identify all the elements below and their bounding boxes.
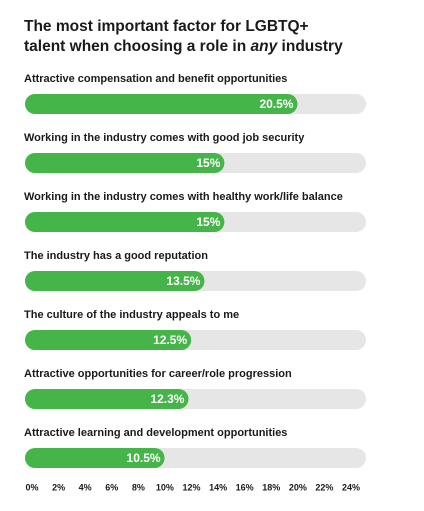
x-tick-label: 4% — [79, 482, 92, 492]
x-tick-label: 24% — [342, 482, 360, 492]
title-line: industry — [282, 38, 344, 55]
x-tick-label: 0% — [25, 482, 38, 492]
x-tick-label: 20% — [289, 482, 307, 492]
bar — [25, 389, 189, 409]
bar — [25, 271, 205, 291]
value-label: 15% — [196, 215, 220, 229]
chart-title: The most important factor for LGBTQ+ — [24, 18, 309, 35]
x-tick-label: 16% — [236, 482, 254, 492]
chart-title: talent when choosing a role in any indus… — [24, 38, 343, 55]
category-label: Attractive learning and development oppo… — [24, 427, 287, 439]
category-label: Attractive opportunities for career/role… — [24, 368, 292, 380]
value-label: 12.5% — [153, 333, 187, 347]
x-tick-label: 2% — [52, 482, 65, 492]
bar — [25, 330, 192, 350]
x-tick-label: 22% — [315, 482, 333, 492]
x-tick-label: 12% — [182, 482, 200, 492]
value-label: 20.5% — [259, 97, 293, 111]
bar — [25, 94, 298, 114]
category-label: The culture of the industry appeals to m… — [24, 309, 239, 321]
title-emphasis: any — [251, 38, 279, 55]
value-label: 13.5% — [166, 274, 200, 288]
x-tick-label: 14% — [209, 482, 227, 492]
value-label: 12.3% — [150, 392, 184, 406]
x-tick-label: 10% — [156, 482, 174, 492]
category-label: The industry has a good reputation — [24, 250, 208, 262]
bar — [25, 212, 225, 232]
value-label: 15% — [196, 156, 220, 170]
category-label: Attractive compensation and benefit oppo… — [24, 73, 287, 85]
category-label: Working in the industry comes with good … — [24, 132, 305, 144]
value-label: 10.5% — [127, 451, 161, 465]
bar — [25, 153, 225, 173]
x-tick-label: 18% — [262, 482, 280, 492]
category-label: Working in the industry comes with healt… — [24, 191, 343, 203]
x-tick-label: 6% — [105, 482, 118, 492]
x-tick-label: 8% — [132, 482, 145, 492]
title-line: talent when choosing a role in — [24, 38, 246, 55]
title-line: The most important factor for LGBTQ+ — [24, 18, 309, 35]
bar — [25, 448, 165, 468]
